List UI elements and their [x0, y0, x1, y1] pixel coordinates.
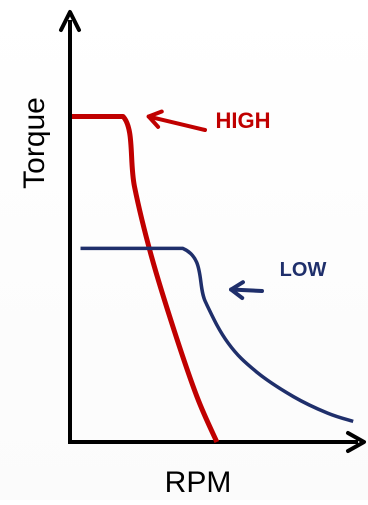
annotation-label-low: LOW: [280, 259, 327, 281]
annotation-layer: HIGH LOW: [146, 108, 327, 300]
annotation-arrow-high: [146, 114, 207, 132]
annotation-arrow-low: [229, 287, 264, 293]
series-layer: [72, 114, 354, 444]
annotation-arrowhead-low: [229, 280, 245, 300]
series-line-low: [80, 246, 354, 424]
series-line-high: [72, 114, 220, 444]
y-axis-arrowhead: [59, 10, 81, 32]
x-axis-arrowhead: [346, 431, 366, 453]
y-axis-label: Torque: [18, 97, 51, 189]
annotation-label-high: HIGH: [216, 108, 271, 133]
annotation-arrowhead-high: [146, 109, 164, 129]
x-axis-label: RPM: [165, 466, 232, 499]
